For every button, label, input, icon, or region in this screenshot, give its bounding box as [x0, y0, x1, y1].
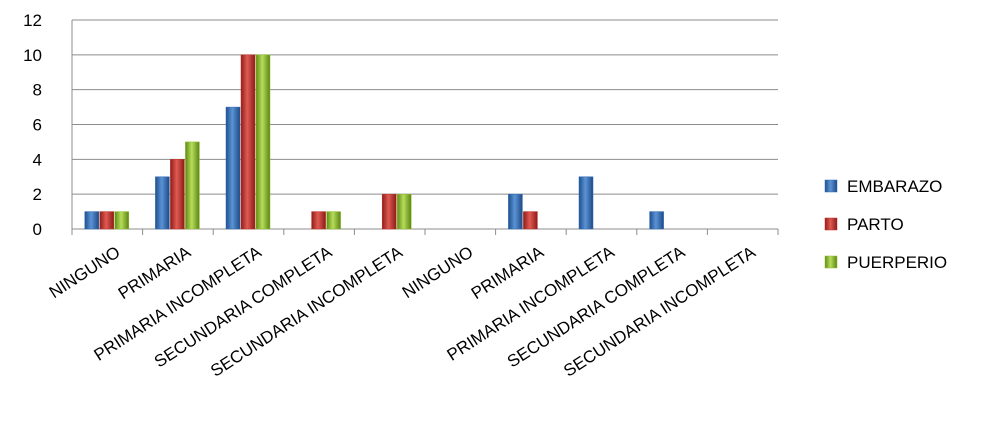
bar-embarazo-7	[578, 176, 594, 230]
legend-swatch-embarazo	[824, 179, 838, 193]
bar-puerperio-0	[114, 211, 130, 230]
bar-parto-0	[99, 211, 115, 230]
bar-parto-1	[170, 159, 185, 230]
bar-puerperio-4	[396, 193, 412, 230]
bar-parto-6	[523, 211, 538, 230]
bars	[84, 54, 664, 230]
bar-parto-2	[240, 54, 256, 230]
bar-embarazo-0	[84, 211, 100, 230]
x-tick-label: NINGUNO	[46, 242, 124, 302]
legend-swatch-puerperio	[824, 255, 838, 269]
bar-embarazo-6	[508, 193, 523, 230]
y-tick-label: 2	[33, 185, 42, 204]
y-tick-label: 6	[33, 116, 42, 135]
x-tick-label: NINGUNO	[399, 242, 477, 302]
bar-embarazo-2	[225, 106, 241, 230]
bar-puerperio-3	[326, 211, 341, 230]
bar-embarazo-1	[155, 176, 170, 230]
y-tick-label: 12	[23, 11, 42, 30]
bar-puerperio-1	[185, 141, 200, 230]
y-tick-labels: 0 2 4 6 8 10 12	[23, 11, 42, 239]
y-tick-label: 4	[33, 150, 42, 169]
bar-parto-4	[381, 193, 397, 230]
legend: EMBARAZO PARTO PUERPERIO	[824, 177, 947, 272]
bar-embarazo-8	[649, 211, 664, 230]
y-tick-label: 0	[33, 220, 42, 239]
y-tick-label: 8	[33, 81, 42, 100]
legend-label-parto: PARTO	[847, 215, 904, 234]
legend-label-puerperio: PUERPERIO	[847, 253, 947, 272]
y-tick-label: 10	[23, 46, 42, 65]
bar-parto-3	[311, 211, 326, 230]
bar-puerperio-2	[255, 54, 271, 230]
legend-swatch-parto	[824, 217, 838, 231]
legend-label-embarazo: EMBARAZO	[847, 177, 942, 196]
